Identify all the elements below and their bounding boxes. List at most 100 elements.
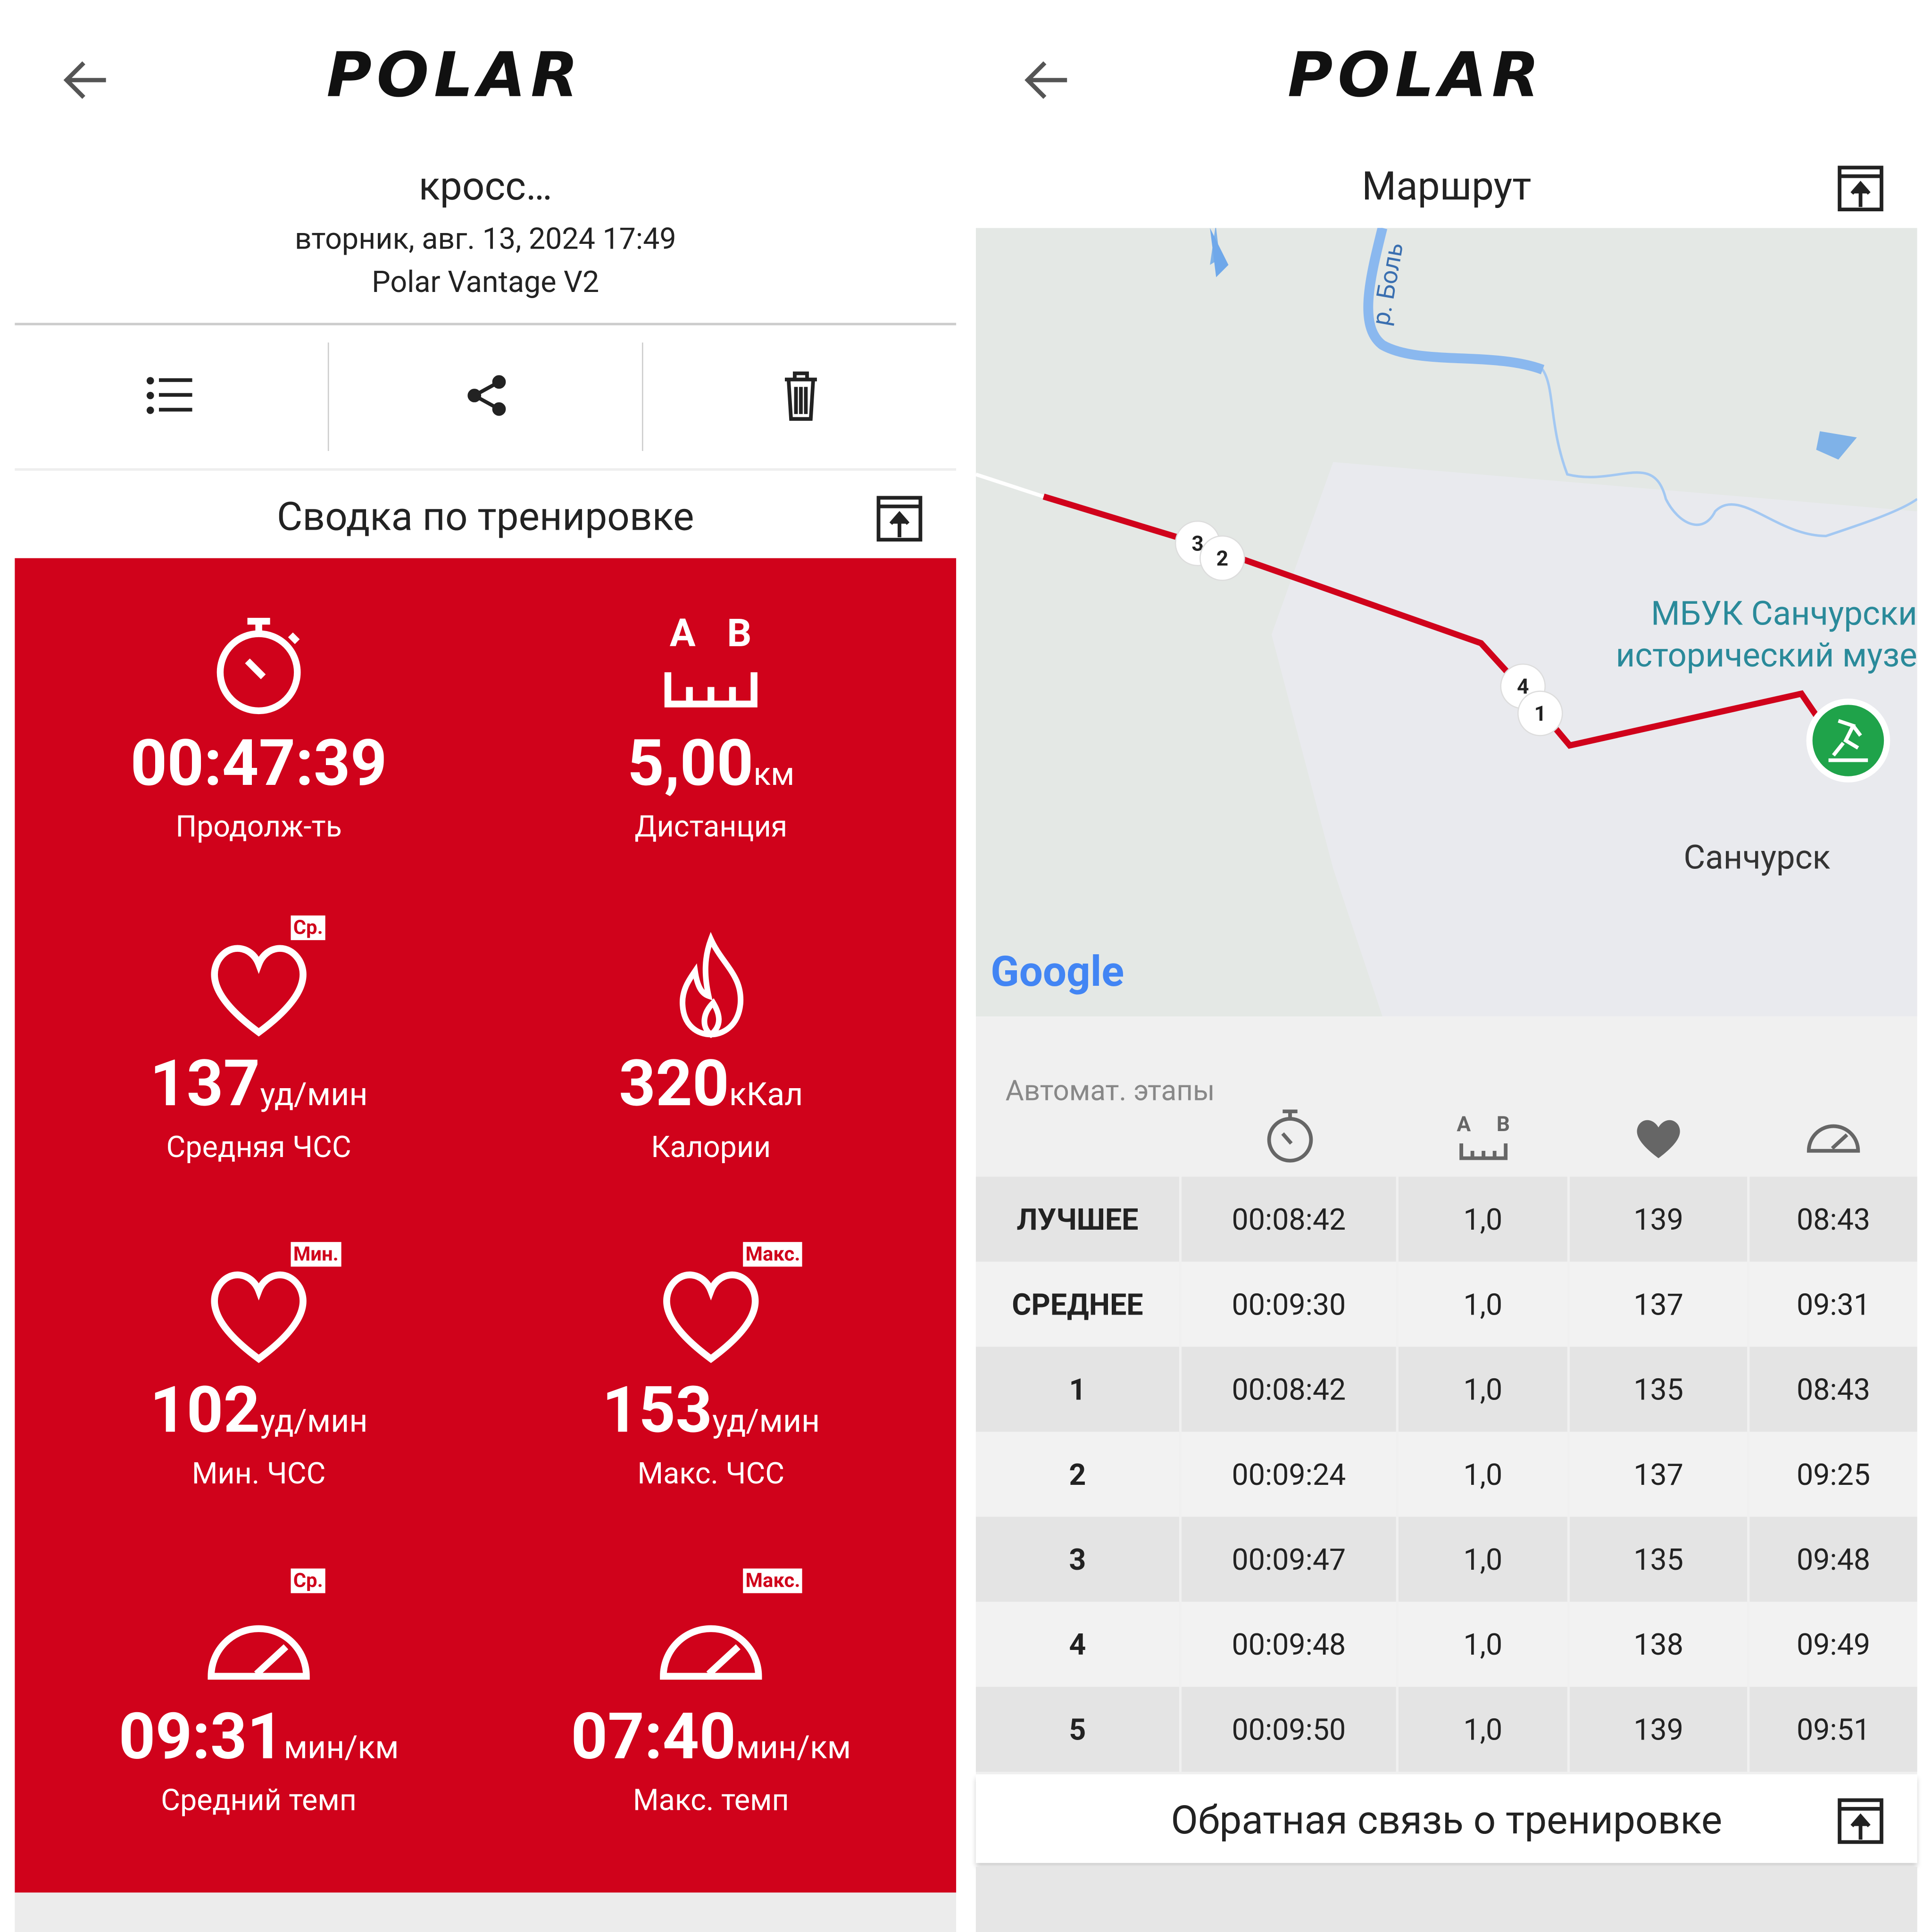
icon-letter: B: [727, 610, 751, 656]
heart-icon: [1637, 1120, 1680, 1158]
: [664, 672, 758, 708]
back-button[interactable]: [62, 56, 111, 105]
: [680, 932, 744, 1038]
stat-label: Средний темп: [161, 1782, 357, 1818]
: [245, 617, 300, 679]
collapse-button[interactable]: [1837, 165, 1884, 212]
stat-value: 5,00км: [477, 726, 945, 812]
section-title: Сводка по тренировке: [276, 492, 694, 540]
date: вторник, авг. 13, 2024 17:49: [294, 222, 676, 257]
stat-unit: уд/мин: [260, 1403, 368, 1441]
stat-icon: [208, 1625, 310, 1680]
stat-icon: [211, 1271, 307, 1363]
stat-badge: Макс.: [743, 1568, 803, 1593]
title: кросс…: [418, 162, 552, 210]
pace-icon: [1807, 1124, 1860, 1153]
stat-badge: Ср.: [291, 915, 325, 941]
stat-icon: [660, 1625, 762, 1680]
lap-cell: 1,0: [1398, 1601, 1567, 1687]
share-button[interactable]: [466, 375, 508, 416]
lap-name: 3: [975, 1516, 1179, 1602]
lap-cell: 09:25: [1749, 1432, 1917, 1517]
footer: [975, 1866, 1917, 1932]
stat-value: 09:31мин/км: [25, 1700, 493, 1785]
stat-number: 00:47:39: [130, 725, 387, 801]
summary-panel: [15, 558, 957, 1893]
stat-icon: [211, 945, 307, 1037]
stat-unit: уд/мин: [260, 1077, 368, 1114]
stat-value: 102уд/мин: [25, 1373, 493, 1459]
lap-marker-label: 2: [1216, 546, 1228, 571]
: [660, 1625, 762, 1680]
lap-cell: 137: [1570, 1432, 1748, 1517]
lap-cell: 09:31: [1749, 1261, 1917, 1347]
stat: A B 5,00км Дистанция: [477, 610, 945, 856]
lap-name: 1: [975, 1347, 1179, 1432]
lap-name: 4: [975, 1601, 1179, 1687]
stat-number: 137: [150, 1046, 260, 1122]
stat: Макс. 07:40мин/км Макс. темп: [477, 1568, 945, 1830]
delete-button[interactable]: [783, 370, 819, 422]
stat: 320кКал Калории: [477, 930, 945, 1176]
lap-marker: 2: [1199, 535, 1245, 581]
: [208, 1625, 310, 1680]
lap-name: ЛУЧШЕЕ: [975, 1176, 1179, 1262]
stat: Макс. 153уд/мин Макс. ЧСС: [477, 1242, 945, 1503]
poi-label: МБУК Санчурски: [1651, 594, 1917, 633]
lap-name: 2: [975, 1432, 1179, 1517]
stat-label: Макс. темп: [633, 1782, 789, 1818]
lap-cell: 1,0: [1398, 1261, 1567, 1347]
divider: [327, 342, 329, 451]
route-icon: [1828, 719, 1868, 762]
: [211, 1271, 307, 1363]
lap-cell: 1,0: [1398, 1687, 1567, 1772]
duration-icon: [1267, 1109, 1313, 1163]
lap-cell: 09:48: [1749, 1516, 1917, 1602]
: [1517, 691, 1563, 736]
stat: 00:47:39 Продолж-ть: [25, 610, 493, 856]
lap-cell: 00:09:24: [1182, 1432, 1396, 1517]
: [706, 1644, 741, 1677]
provider-logo: Google: [991, 947, 1124, 996]
lap-cell: 135: [1570, 1347, 1748, 1432]
lap-name: 5: [975, 1687, 1179, 1772]
divider: [15, 323, 957, 325]
stat-number: 320: [619, 1046, 729, 1122]
lap-cell: 00:09:50: [1182, 1687, 1396, 1772]
map[interactable]: р. Боль МБУК Санчурски исторический музе…: [975, 228, 1917, 1017]
lap-cell: 137: [1570, 1261, 1748, 1347]
feedback-bar[interactable]: [975, 1774, 1917, 1863]
stat-unit: уд/мин: [712, 1403, 820, 1441]
stat: Ср. 137уд/мин Средняя ЧСС: [25, 915, 493, 1176]
divider: [15, 468, 957, 471]
stat-label: Дистанция: [634, 809, 788, 844]
stat-value: 137уд/мин: [25, 1047, 493, 1132]
stat-value: 00:47:39: [25, 725, 493, 801]
: [663, 1271, 759, 1363]
list-button[interactable]: [145, 376, 194, 416]
stat-unit: мин/км: [283, 1730, 399, 1767]
collapse-button[interactable]: [1837, 1798, 1884, 1844]
: [217, 630, 301, 715]
lap-cell: 1,0: [1398, 1176, 1567, 1262]
stat-unit: кКал: [729, 1077, 803, 1114]
stat-unit: мин/км: [736, 1730, 851, 1767]
lap-marker-label: 4: [1517, 675, 1529, 699]
icon-letter: B: [1497, 1112, 1510, 1136]
lap-cell: 1,0: [1398, 1432, 1567, 1517]
footer: [15, 1892, 957, 1932]
: [254, 1644, 289, 1677]
stat-value: 320кКал: [477, 1047, 945, 1132]
stat: Ср. 09:31мин/км Средний темп: [25, 1568, 493, 1830]
stat-badge: Ср.: [291, 1568, 325, 1593]
stat-icon: [663, 1271, 759, 1363]
collapse-button[interactable]: [876, 495, 923, 542]
laps-caption: Автомат. этапы: [1005, 1074, 1215, 1108]
lap-cell: 00:08:42: [1182, 1347, 1396, 1432]
: [1199, 535, 1245, 581]
icon-letter: A: [670, 610, 696, 656]
back-button[interactable]: [1023, 56, 1072, 105]
stat-number: 09:31: [118, 1699, 284, 1774]
